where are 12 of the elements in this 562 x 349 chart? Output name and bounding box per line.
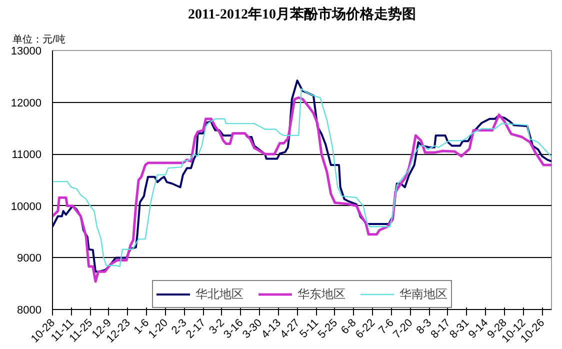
legend-label: 华东地区 xyxy=(298,286,346,302)
y-tick-label: 12000 xyxy=(10,97,42,110)
text: 单位：元/吨 xyxy=(12,34,66,46)
y-tick-label: 10000 xyxy=(10,200,42,213)
legend-label: 华南地区 xyxy=(400,286,448,302)
y-tick-label: 11000 xyxy=(12,149,42,162)
y-tick-label: 8000 xyxy=(17,304,42,316)
chart-title: 2011-2012年10月苯酚市场价格走势图 xyxy=(188,6,416,22)
y-tick-label: 13000 xyxy=(10,46,42,58)
legend-label: 华北地区 xyxy=(196,286,244,302)
y-tick-label: 9000 xyxy=(17,252,42,265)
x-tick-label: 7-20 xyxy=(391,316,416,342)
